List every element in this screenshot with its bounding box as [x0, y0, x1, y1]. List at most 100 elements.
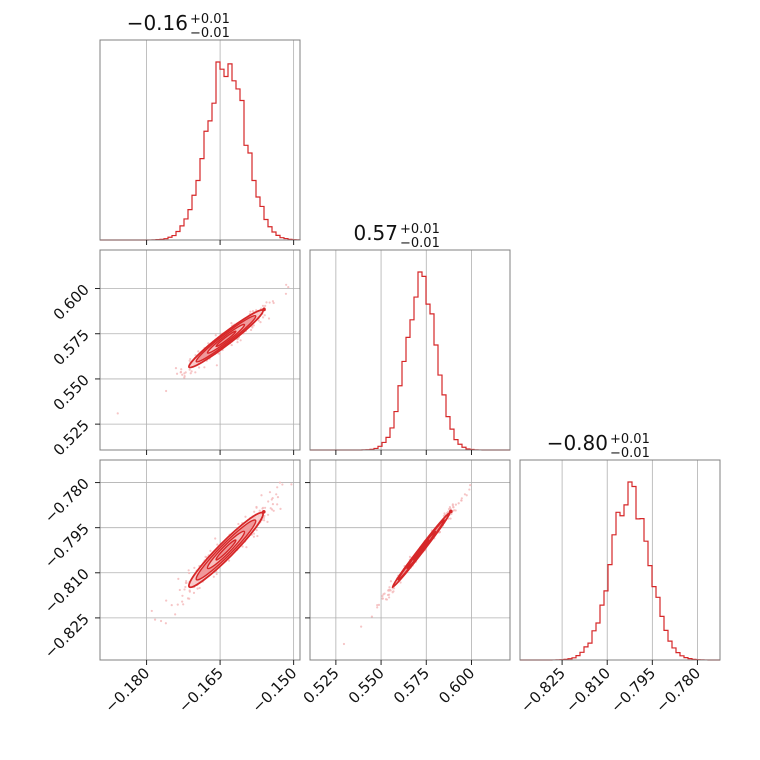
panel-frame — [99, 39, 301, 241]
sample-point — [194, 371, 197, 374]
sample-point — [253, 510, 256, 513]
x-tick-label-0-1: −0.165 — [175, 664, 227, 716]
param-upper-err-0: +0.01 — [190, 12, 230, 27]
sample-point — [239, 339, 242, 342]
sample-point — [188, 597, 191, 600]
sample-point — [270, 508, 274, 511]
sample-point — [268, 301, 271, 304]
sample-point — [266, 513, 270, 516]
x-tick-label-1-3: 0.600 — [435, 664, 478, 707]
sample-point — [262, 519, 266, 522]
sample-point — [257, 319, 260, 322]
sample-point — [469, 484, 472, 487]
sample-point — [389, 589, 392, 592]
sample-point — [203, 366, 206, 369]
sample-point — [178, 588, 181, 592]
sample-point — [189, 372, 192, 375]
sample-point — [448, 505, 452, 509]
joint-panel-0-2 — [99, 459, 301, 661]
sample-point — [438, 530, 442, 534]
sample-point — [261, 304, 265, 307]
sample-point — [215, 572, 218, 576]
sample-point — [227, 559, 231, 562]
sample-point — [116, 412, 119, 415]
sample-point — [251, 326, 254, 329]
sample-point — [216, 543, 219, 546]
sample-point — [182, 603, 185, 606]
contour-point — [262, 307, 266, 312]
sample-point — [189, 357, 192, 361]
sample-point — [181, 373, 184, 376]
y-tick-label-2-1: −0.810 — [41, 565, 93, 617]
sample-point — [389, 580, 393, 583]
sample-point — [177, 577, 180, 580]
sample-point — [278, 481, 282, 484]
sample-point — [454, 503, 457, 506]
sample-point — [179, 371, 182, 374]
sample-point — [276, 486, 279, 489]
sample-point — [237, 522, 240, 526]
sample-point — [272, 509, 275, 512]
panel-frame — [309, 249, 511, 451]
joint-panel-1-2 — [309, 459, 511, 661]
sample-points — [116, 283, 290, 415]
sample-point — [449, 517, 452, 520]
sample-point — [454, 509, 457, 512]
sample-point — [190, 370, 193, 373]
sample-point — [183, 376, 186, 379]
sample-point — [256, 534, 259, 538]
sample-point — [215, 364, 218, 367]
histogram-1 — [310, 271, 510, 451]
sample-point — [452, 506, 455, 509]
sample-point — [260, 494, 263, 497]
sample-point — [165, 599, 168, 602]
sample-point — [408, 555, 412, 558]
sample-point — [241, 545, 244, 548]
sample-point — [270, 498, 273, 501]
sample-point — [287, 285, 290, 289]
sample-point — [268, 491, 272, 494]
sample-point — [290, 483, 293, 486]
sample-point — [381, 597, 384, 600]
sample-point — [267, 500, 270, 503]
param-upper-err-1: +0.01 — [400, 222, 440, 237]
sample-point — [463, 493, 467, 496]
marginal-panel-2: −0.80 +0.01−0.01 — [519, 431, 721, 661]
y-tick-label-2-3: −0.780 — [41, 475, 93, 527]
param-upper-err-2: +0.01 — [610, 432, 650, 447]
sample-point — [271, 503, 275, 506]
sample-point — [252, 532, 256, 535]
sample-point — [460, 497, 463, 500]
sample-point — [197, 366, 201, 369]
sample-point — [265, 301, 268, 304]
sample-point — [381, 595, 384, 598]
x-tick-label-2-2: −0.795 — [607, 664, 659, 716]
sample-point — [276, 503, 279, 506]
x-tick-label-0-2: −0.150 — [248, 664, 300, 716]
sample-point — [255, 528, 258, 532]
sample-point — [267, 317, 271, 320]
sample-point — [266, 520, 269, 523]
sample-point — [259, 321, 262, 324]
histogram-0 — [100, 61, 301, 241]
sample-point — [460, 499, 463, 502]
sample-point — [370, 615, 374, 618]
sample-point — [263, 506, 267, 509]
sample-point — [399, 581, 402, 584]
sample-point — [230, 321, 233, 325]
sample-point — [170, 604, 173, 607]
sample-point — [188, 571, 191, 575]
y-tick-label-1-1: 0.550 — [50, 371, 93, 414]
sample-point — [261, 507, 264, 510]
sample-point — [244, 515, 247, 518]
sample-point — [204, 555, 207, 558]
sample-point — [153, 618, 157, 621]
x-tick-label-1-1: 0.550 — [345, 664, 388, 707]
sample-point — [255, 506, 258, 509]
sample-point — [230, 343, 233, 347]
sample-point — [388, 596, 391, 599]
panel-frame — [519, 459, 721, 661]
sample-point — [285, 283, 288, 286]
sample-point — [183, 588, 186, 591]
sample-point — [159, 619, 163, 623]
